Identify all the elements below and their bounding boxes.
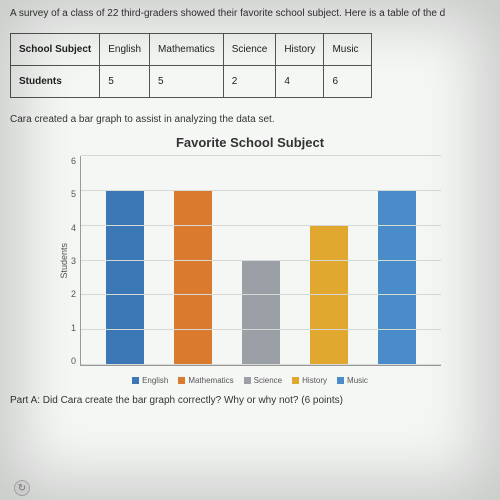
grid-line: [81, 260, 441, 261]
caption-text: Cara created a bar graph to assist in an…: [10, 114, 490, 125]
table-col: English: [100, 34, 150, 66]
legend-swatch: [132, 377, 139, 384]
bar: [174, 191, 212, 365]
table-row-label: Students: [11, 66, 100, 98]
legend-label: History: [302, 376, 327, 385]
legend-label: Science: [254, 376, 282, 385]
table-col: History: [276, 34, 324, 66]
legend-swatch: [178, 377, 185, 384]
bars-container: [81, 156, 441, 365]
table-col: Music: [324, 34, 372, 66]
table-cell: 2: [223, 66, 276, 98]
ytick: 4: [71, 223, 76, 233]
table-cell: 5: [150, 66, 224, 98]
ytick: 5: [71, 189, 76, 199]
legend-item: Music: [337, 376, 368, 385]
grid-line: [81, 364, 441, 365]
ytick: 6: [71, 156, 76, 166]
grid-line: [81, 225, 441, 226]
bar: [242, 261, 280, 366]
grid-line: [81, 190, 441, 191]
worksheet-page: A survey of a class of 22 third-graders …: [0, 0, 500, 500]
plot-area: [80, 156, 441, 366]
question-text: Part A: Did Cara create the bar graph co…: [10, 395, 490, 406]
legend-swatch: [292, 377, 299, 384]
table-cell: 4: [276, 66, 324, 98]
ytick: 1: [71, 323, 76, 333]
grid-line: [81, 155, 441, 156]
table-header-label: School Subject: [11, 34, 100, 66]
reload-icon[interactable]: ↻: [14, 480, 30, 496]
table-cell: 6: [324, 66, 372, 98]
bar-chart: Favorite School Subject Students 6 5 4 3…: [59, 135, 441, 385]
legend-item: English: [132, 376, 168, 385]
grid-line: [81, 294, 441, 295]
table-data-row: Students 5 5 2 4 6: [11, 66, 372, 98]
legend-item: Mathematics: [178, 376, 233, 385]
ytick: 0: [71, 356, 76, 366]
data-table: School Subject English Mathematics Scien…: [10, 33, 372, 98]
table-header-row: School Subject English Mathematics Scien…: [11, 34, 372, 66]
table-cell: 5: [100, 66, 150, 98]
y-axis-ticks: 6 5 4 3 2 1 0: [71, 156, 80, 366]
bar: [106, 191, 144, 365]
chart-legend: English Mathematics Science History Music: [59, 376, 441, 385]
ytick: 2: [71, 289, 76, 299]
legend-label: Mathematics: [188, 376, 233, 385]
bar: [378, 191, 416, 365]
chart-area: Students 6 5 4 3 2 1 0: [59, 156, 441, 366]
reload-glyph: ↻: [18, 483, 26, 494]
intro-text: A survey of a class of 22 third-graders …: [10, 8, 490, 19]
table-col: Science: [223, 34, 276, 66]
legend-swatch: [337, 377, 344, 384]
legend-label: Music: [347, 376, 368, 385]
legend-item: Science: [244, 376, 282, 385]
y-axis-label: Students: [59, 243, 69, 279]
ytick: 3: [71, 256, 76, 266]
grid-line: [81, 329, 441, 330]
table-col: Mathematics: [150, 34, 224, 66]
legend-label: English: [142, 376, 168, 385]
legend-item: History: [292, 376, 327, 385]
chart-title: Favorite School Subject: [59, 135, 441, 150]
legend-swatch: [244, 377, 251, 384]
